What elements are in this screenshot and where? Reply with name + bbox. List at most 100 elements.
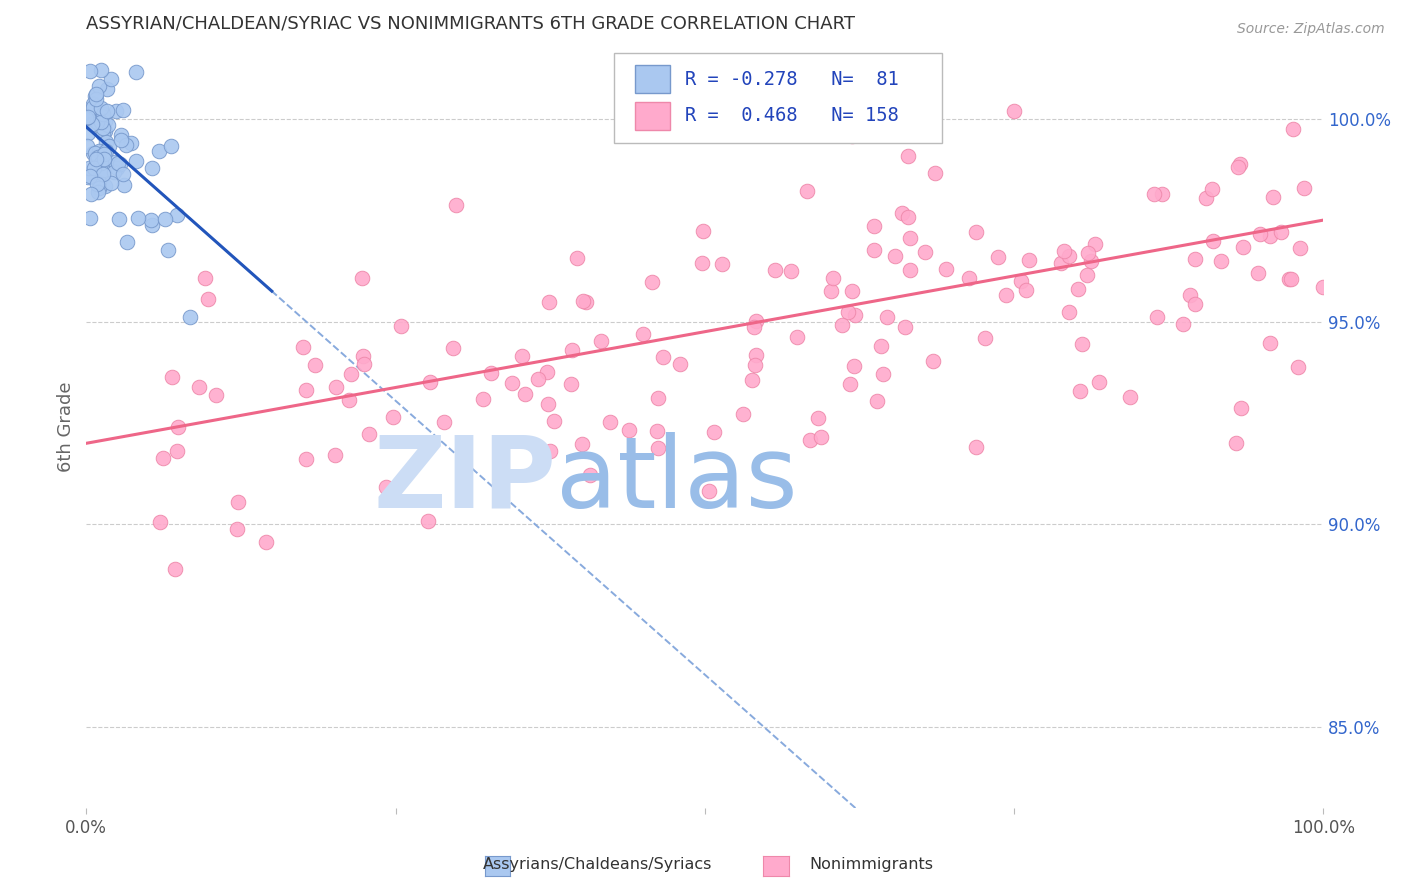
Point: [167, 420, 190, 434]
Point: [1195, 191, 1218, 205]
Point: [292, 340, 315, 354]
Point: [1247, 266, 1270, 280]
Point: [537, 294, 560, 309]
Point: [112, 167, 135, 181]
Point: [1071, 336, 1094, 351]
Point: [194, 271, 217, 285]
Point: [91, 167, 114, 181]
Point: [103, 165, 125, 179]
Point: [160, 370, 183, 384]
Point: [197, 293, 219, 307]
Point: [1209, 253, 1232, 268]
Point: [884, 249, 907, 263]
Point: [479, 366, 502, 380]
Point: [323, 448, 346, 462]
Point: [166, 208, 188, 222]
Point: [1281, 121, 1303, 136]
Point: [1184, 252, 1206, 266]
Point: [96, 136, 118, 150]
Point: [898, 262, 921, 277]
Text: R = -0.278   N=  81: R = -0.278 N= 81: [685, 70, 898, 88]
Point: [90, 115, 112, 129]
Point: [166, 443, 188, 458]
Point: [1057, 304, 1080, 318]
Point: [86, 177, 108, 191]
Point: [83, 161, 105, 176]
Point: [842, 359, 865, 374]
Point: [77, 126, 100, 140]
Point: [82, 97, 104, 112]
Point: [617, 423, 640, 437]
Point: [254, 534, 277, 549]
Point: [96, 145, 118, 159]
Point: [1087, 375, 1109, 389]
Point: [1150, 187, 1173, 202]
Point: [1010, 274, 1032, 288]
Point: [120, 136, 142, 150]
Point: [82, 100, 104, 114]
Point: [433, 415, 456, 429]
Point: [745, 314, 768, 328]
Point: [1002, 104, 1025, 119]
Point: [441, 341, 464, 355]
Point: [77, 161, 100, 175]
Point: [631, 327, 654, 342]
Point: [935, 262, 957, 277]
Point: [1077, 246, 1099, 260]
Point: [104, 155, 127, 169]
Point: [77, 169, 100, 184]
Point: [796, 185, 818, 199]
Point: [87, 185, 110, 199]
Point: [86, 93, 108, 107]
Text: ASSYRIAN/CHALDEAN/SYRIAC VS NONIMMIGRANTS 6TH GRADE CORRELATION CHART: ASSYRIAN/CHALDEAN/SYRIAC VS NONIMMIGRANT…: [86, 15, 855, 33]
Point: [389, 318, 412, 333]
Point: [127, 211, 149, 225]
Point: [83, 89, 105, 103]
Point: [697, 483, 720, 498]
Point: [1069, 384, 1091, 399]
Point: [876, 310, 898, 325]
Point: [375, 480, 398, 494]
Point: [599, 416, 621, 430]
Point: [96, 82, 118, 96]
Point: [1184, 297, 1206, 311]
Point: [820, 284, 842, 298]
Point: [125, 65, 148, 79]
Point: [87, 144, 110, 158]
Point: [1229, 157, 1251, 171]
Point: [543, 413, 565, 427]
Point: [141, 161, 163, 175]
Text: Nonimmigrants: Nonimmigrants: [810, 857, 934, 872]
Point: [780, 264, 803, 278]
Point: [76, 139, 98, 153]
Point: [711, 257, 734, 271]
Point: [1225, 436, 1247, 450]
Point: [1076, 268, 1098, 283]
Point: [894, 319, 917, 334]
Point: [165, 562, 187, 576]
Y-axis label: 6th Grade: 6th Grade: [58, 382, 75, 472]
Point: [139, 212, 162, 227]
FancyBboxPatch shape: [614, 53, 942, 143]
Point: [1286, 359, 1309, 374]
Point: [90, 63, 112, 78]
Point: [84, 146, 107, 161]
Point: [1292, 180, 1315, 194]
Point: [84, 155, 107, 169]
Point: [973, 331, 995, 345]
Point: [1202, 234, 1225, 248]
Point: [501, 376, 523, 390]
Point: [872, 368, 894, 382]
Point: [91, 162, 114, 177]
Point: [866, 394, 889, 409]
Point: [79, 63, 101, 78]
Point: [924, 166, 946, 180]
Point: [897, 149, 920, 163]
Point: [125, 153, 148, 168]
Point: [744, 358, 766, 372]
Point: [763, 263, 786, 277]
Point: [965, 225, 987, 239]
Text: Assyrians/Chaldeans/Syriacs: Assyrians/Chaldeans/Syriacs: [482, 857, 713, 872]
Point: [1014, 283, 1036, 297]
Point: [337, 393, 360, 408]
